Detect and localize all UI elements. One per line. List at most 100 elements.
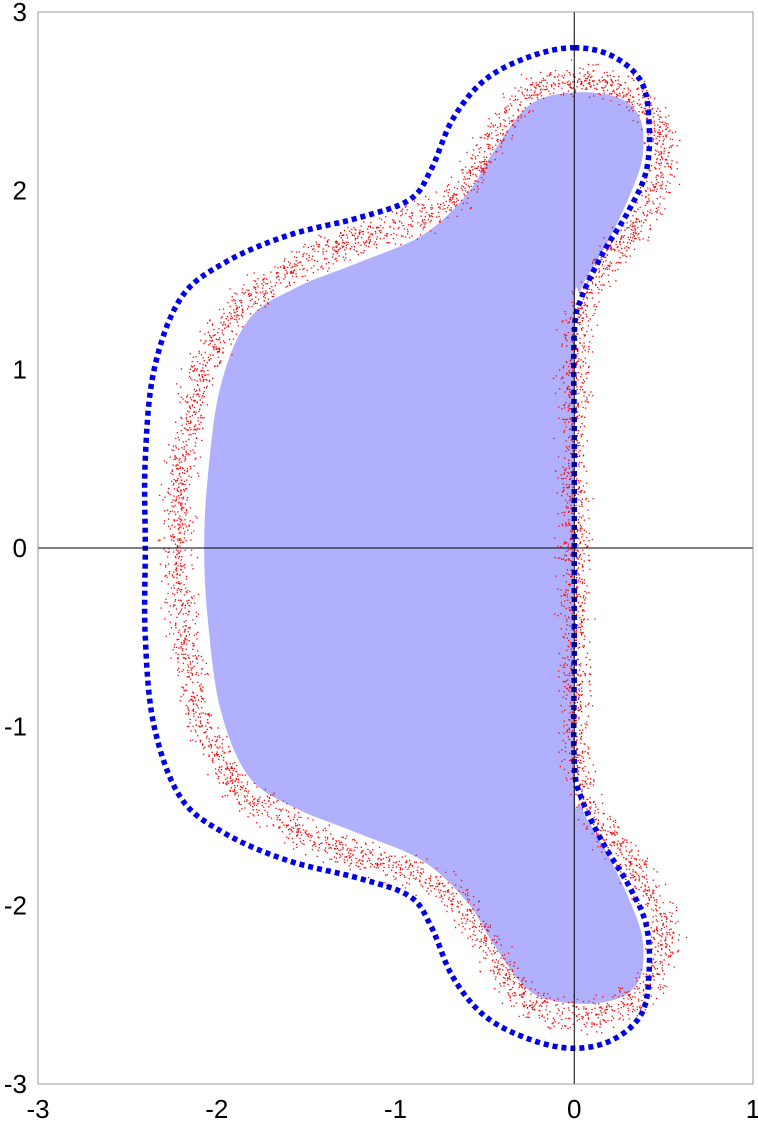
scatter-point — [559, 369, 561, 371]
scatter-point — [572, 712, 574, 714]
scatter-point — [236, 798, 238, 800]
scatter-point — [528, 94, 530, 96]
scatter-point — [600, 275, 603, 278]
scatter-point — [634, 886, 636, 888]
scatter-point — [212, 324, 214, 326]
scatter-point — [557, 588, 559, 590]
scatter-point — [569, 687, 572, 689]
scatter-point — [401, 213, 403, 215]
scatter-point — [278, 808, 280, 810]
scatter-point — [570, 475, 572, 478]
scatter-point — [353, 249, 355, 251]
scatter-point — [501, 152, 504, 154]
scatter-point — [643, 877, 645, 879]
scatter-point — [591, 289, 593, 291]
scatter-point — [604, 829, 606, 832]
scatter-point — [292, 827, 295, 829]
scatter-point — [563, 489, 565, 491]
scatter-point — [583, 305, 585, 307]
scatter-point — [494, 935, 496, 937]
scatter-point — [325, 244, 327, 246]
scatter-point — [511, 105, 513, 107]
scatter-point — [607, 847, 609, 849]
scatter-point — [318, 844, 320, 846]
scatter-point — [571, 341, 573, 343]
scatter-point — [617, 261, 619, 263]
scatter-point — [201, 439, 203, 442]
scatter-point — [187, 712, 190, 714]
scatter-point — [195, 740, 197, 743]
scatter-point — [350, 859, 353, 861]
scatter-point — [408, 866, 410, 869]
scatter-point — [650, 132, 652, 135]
scatter-point — [218, 776, 220, 778]
scatter-point — [609, 818, 611, 820]
scatter-point — [233, 311, 235, 313]
scatter-point — [587, 320, 589, 322]
scatter-point — [167, 492, 170, 494]
scatter-point — [215, 346, 217, 348]
scatter-point — [208, 722, 210, 724]
scatter-point — [575, 722, 577, 724]
scatter-point — [258, 809, 260, 811]
scatter-point — [566, 620, 568, 622]
scatter-point — [644, 142, 646, 144]
scatter-point — [665, 954, 667, 956]
scatter-point — [576, 596, 579, 598]
scatter-point — [176, 591, 178, 594]
scatter-point — [661, 964, 664, 966]
scatter-point — [503, 119, 505, 121]
scatter-point — [266, 814, 269, 816]
scatter-point — [288, 829, 290, 831]
scatter-point — [575, 593, 577, 595]
scatter-point — [485, 167, 487, 169]
scatter-point — [198, 393, 200, 395]
scatter-point — [468, 899, 470, 901]
scatter-point — [658, 885, 660, 887]
scatter-point — [659, 121, 661, 123]
scatter-point — [603, 237, 605, 239]
scatter-point — [295, 260, 297, 262]
scatter-point — [382, 862, 384, 865]
scatter-point — [170, 627, 173, 629]
scatter-point — [635, 232, 637, 235]
scatter-point — [496, 950, 498, 953]
scatter-point — [635, 845, 637, 847]
scatter-point — [592, 498, 594, 500]
scatter-point — [575, 631, 577, 633]
scatter-point — [639, 221, 641, 223]
scatter-point — [587, 401, 589, 403]
scatter-point — [660, 151, 662, 153]
scatter-point — [583, 519, 585, 521]
scatter-point — [584, 335, 586, 337]
scatter-point — [653, 979, 655, 981]
scatter-point — [190, 695, 193, 698]
scatter-point — [629, 1004, 631, 1006]
scatter-point — [564, 560, 566, 562]
scatter-point — [554, 537, 556, 539]
scatter-point — [661, 947, 663, 950]
scatter-point — [623, 225, 625, 227]
scatter-point — [489, 153, 492, 155]
scatter-point — [336, 241, 338, 243]
scatter-point — [650, 896, 652, 898]
scatter-point — [655, 183, 657, 185]
scatter-point — [665, 942, 667, 945]
scatter-point — [597, 812, 599, 814]
scatter-point — [637, 87, 639, 89]
scatter-point — [638, 889, 640, 891]
scatter-point — [560, 378, 562, 380]
scatter-point — [335, 242, 337, 244]
scatter-point — [644, 113, 646, 115]
scatter-point — [417, 866, 419, 868]
scatter-point — [478, 915, 480, 918]
scatter-point — [571, 712, 573, 714]
scatter-point — [180, 491, 182, 493]
scatter-point — [578, 451, 580, 453]
scatter-point — [209, 354, 212, 356]
scatter-point — [563, 637, 565, 639]
scatter-point — [218, 347, 220, 350]
scatter-point — [187, 671, 189, 674]
scatter-point — [375, 247, 378, 249]
scatter-point — [657, 209, 659, 212]
